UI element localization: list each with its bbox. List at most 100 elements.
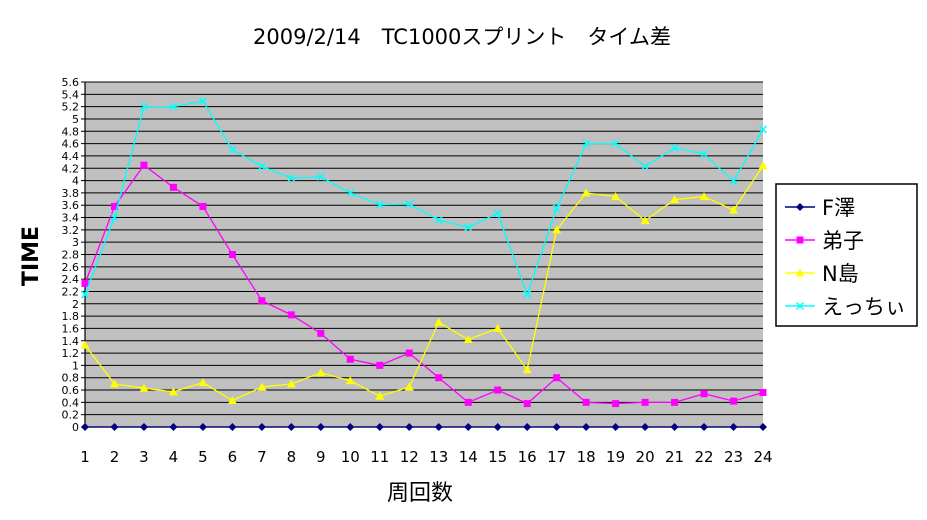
data-point xyxy=(523,290,532,299)
series-1 xyxy=(81,423,767,431)
marker-stroke xyxy=(139,102,148,111)
data-point xyxy=(287,423,296,431)
data-point xyxy=(611,139,620,148)
data-point xyxy=(198,423,207,431)
y-tick-label: 2 xyxy=(72,298,79,311)
y-tick-label: 3 xyxy=(72,236,79,249)
data-point xyxy=(346,188,355,197)
data-point xyxy=(227,396,237,405)
data-point xyxy=(729,177,738,186)
x-tick-label: 19 xyxy=(606,448,625,466)
data-point xyxy=(346,355,354,363)
marker-stroke xyxy=(169,102,178,111)
data-point xyxy=(168,387,178,396)
data-point xyxy=(641,398,649,406)
x-tick-label: 10 xyxy=(341,448,360,466)
y-tick-label: 1 xyxy=(72,359,79,372)
data-point xyxy=(287,174,296,183)
x-tick-label: 21 xyxy=(665,448,684,466)
data-point xyxy=(553,374,561,382)
data-point xyxy=(110,213,119,222)
x-tick-label: 8 xyxy=(287,448,297,466)
marker-stroke xyxy=(729,177,738,186)
x-tick-label: 7 xyxy=(257,448,267,466)
series-line xyxy=(84,165,764,402)
x-tick-label: 12 xyxy=(400,448,419,466)
y-tick-label: 0 xyxy=(72,421,79,434)
data-point xyxy=(404,382,414,391)
x-tick-label: 13 xyxy=(429,448,448,466)
data-point xyxy=(729,423,738,431)
y-tick-label: 2.4 xyxy=(62,273,80,286)
data-point xyxy=(139,423,148,431)
data-point xyxy=(699,192,709,201)
data-point xyxy=(169,423,178,431)
x-tick-label: 24 xyxy=(753,448,772,466)
x-tick-label: 17 xyxy=(547,448,566,466)
data-point xyxy=(140,161,148,169)
data-point xyxy=(463,335,473,344)
marker-stroke xyxy=(287,174,296,183)
series-3 xyxy=(80,161,768,405)
marker-stroke xyxy=(80,290,90,299)
y-tick-label: 2.8 xyxy=(62,249,80,262)
y-tick-label: 3.4 xyxy=(62,212,80,225)
data-point xyxy=(523,423,532,431)
legend-marker xyxy=(796,203,804,211)
data-point xyxy=(258,297,266,305)
x-tick-label: 1 xyxy=(80,448,90,466)
chart-title: 2009/2/14 TC1000スプリント タイム差 xyxy=(253,25,671,49)
data-point xyxy=(375,200,384,209)
data-point xyxy=(758,161,768,170)
x-tick-label: 11 xyxy=(370,448,389,466)
y-tick-label: 4 xyxy=(72,175,79,188)
x-tick-label: 22 xyxy=(694,448,713,466)
data-point xyxy=(464,223,473,232)
marker-stroke xyxy=(670,143,679,152)
x-tick-label: 23 xyxy=(724,448,743,466)
data-point xyxy=(700,423,709,431)
data-point xyxy=(641,423,650,431)
data-point xyxy=(434,317,444,326)
y-tick-label: 5.6 xyxy=(62,76,80,89)
data-point xyxy=(670,143,679,152)
data-point xyxy=(228,251,236,258)
data-point xyxy=(316,368,326,377)
x-tick-labels: 1 2 3 4 5 6 7 8 9 10 11 12 13 14 15 16 17 18 19 20 21 22 23 24 xyxy=(80,448,772,466)
marker-stroke xyxy=(641,162,650,171)
marker-stroke xyxy=(523,290,532,299)
y-tick-label: 1.2 xyxy=(62,347,80,360)
data-point xyxy=(552,225,562,234)
data-point xyxy=(80,290,90,299)
y-tick-label: 0.6 xyxy=(62,384,80,397)
x-tick-label: 15 xyxy=(488,448,507,466)
data-point xyxy=(81,423,89,431)
data-point xyxy=(257,162,266,171)
series-4 xyxy=(80,97,768,299)
legend-marker xyxy=(795,268,805,277)
data-point xyxy=(286,379,296,388)
data-point xyxy=(641,162,650,171)
legend-marker xyxy=(795,301,805,311)
data-point xyxy=(611,192,621,201)
marker-stroke xyxy=(316,172,325,181)
data-point xyxy=(228,145,237,154)
series-2 xyxy=(81,161,767,408)
series-line xyxy=(84,164,764,405)
data-point xyxy=(523,400,531,408)
data-point xyxy=(464,423,473,431)
data-point xyxy=(405,423,414,431)
data-point xyxy=(198,97,207,106)
data-point xyxy=(700,390,708,398)
x-tick-label: 20 xyxy=(636,448,655,466)
y-tick-labels: 00.20.40.60.811.21.41.61.822.22.42.62.83… xyxy=(62,76,80,434)
x-axis-title: 周回数 xyxy=(387,481,453,506)
data-point xyxy=(375,391,385,400)
data-point xyxy=(198,378,208,387)
y-tick-label: 4.6 xyxy=(62,138,80,151)
data-point xyxy=(670,423,679,431)
marker-stroke xyxy=(464,223,473,232)
y-tick-label: 4.8 xyxy=(62,125,80,138)
